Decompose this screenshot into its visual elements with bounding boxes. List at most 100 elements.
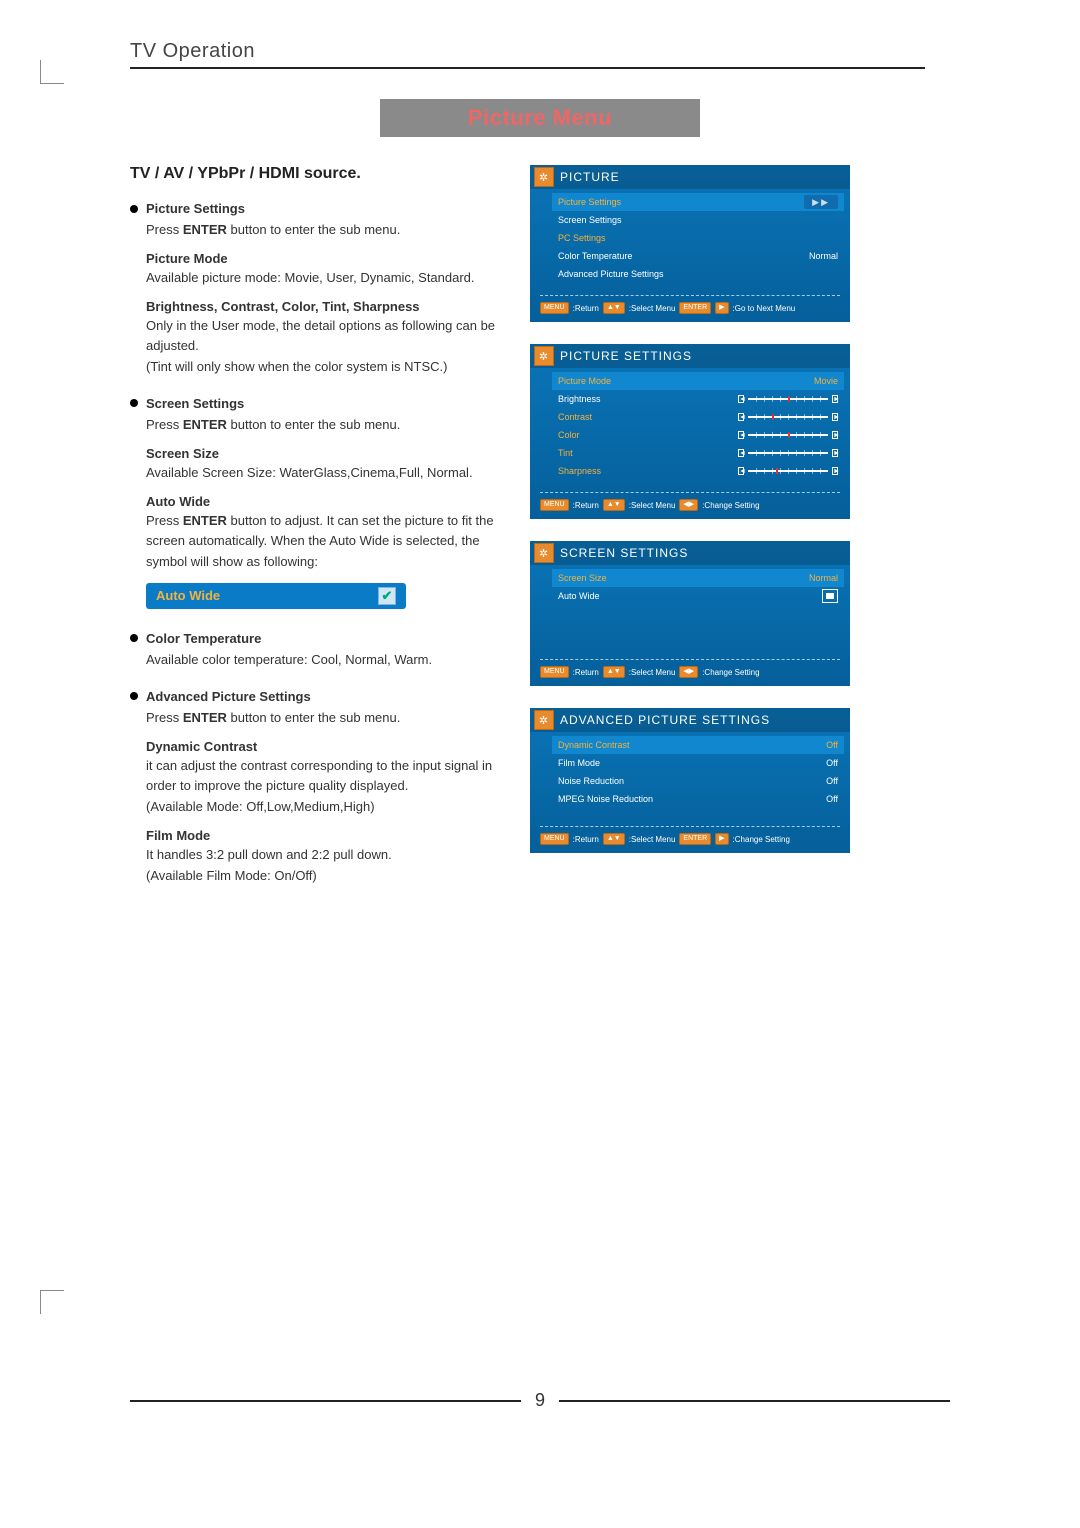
foot-button: MENU [540, 499, 569, 511]
crop-mark-bl [40, 1290, 64, 1314]
fm-t2: (Available Film Mode: On/Off) [146, 866, 510, 887]
bccts-head: Brightness, Contrast, Color, Tint, Sharp… [146, 299, 510, 314]
osd-row[interactable]: Screen Settings [558, 211, 838, 229]
osd-row-label: Film Mode [558, 758, 600, 768]
osd-row-label: PC Settings [558, 233, 606, 243]
foot-label: :Return [573, 501, 599, 510]
osd-row[interactable]: MPEG Noise ReductionOff [558, 790, 838, 808]
osd-row-label: Color [558, 430, 580, 440]
ct-title: Color Temperature [146, 631, 261, 646]
foot-button: ENTER [679, 302, 711, 314]
osd-row-label: Brightness [558, 394, 601, 404]
osd-row[interactable]: Color Temperature Normal [558, 247, 838, 265]
osd-row[interactable]: Film Mode Off [558, 754, 838, 772]
foot-button: ◀▶ [679, 499, 698, 511]
osd-row-label: Sharpness [558, 466, 601, 476]
osd-row[interactable]: Contrast◄► [558, 408, 838, 426]
ps-desc: Press ENTER button to enter the sub menu… [146, 220, 510, 241]
osd-row-value: Off [826, 776, 838, 786]
osd-footer: MENU:Return▲▼:Select Menu◀▶:Change Setti… [530, 497, 850, 515]
osd-row[interactable]: Advanced Picture Settings [558, 265, 838, 283]
page-footer: 9 [130, 1400, 950, 1423]
bullet-icon [130, 634, 138, 642]
foot-button: ▲▼ [603, 499, 625, 511]
osd-row-value: Off [826, 794, 838, 804]
foot-button: ▶ [715, 833, 728, 845]
osd-row[interactable]: PC Settings [558, 229, 838, 247]
foot-label: :Return [573, 304, 599, 313]
aw-head: Auto Wide [146, 494, 510, 509]
osd-picture: ✲PICTUREPicture Settings▶▶Screen Setting… [530, 165, 850, 322]
foot-label: :Go to Next Menu [733, 304, 796, 313]
bullet-icon [130, 399, 138, 407]
foot-label: :Return [573, 668, 599, 677]
osd-title: ADVANCED PICTURE SETTINGS [560, 713, 770, 727]
osd-row-label: Advanced Picture Settings [558, 269, 664, 279]
fm-head: Film Mode [146, 828, 510, 843]
section-title: TV / AV / YPbPr / HDMI source. [130, 165, 510, 183]
osd-icon: ✲ [534, 710, 554, 730]
osd-row-label: Screen Settings [558, 215, 622, 225]
osd-footer: MENU:Return▲▼:Select MenuENTER▶:Change S… [530, 831, 850, 849]
banner-title: Picture Menu [380, 99, 700, 137]
foot-label: :Select Menu [629, 835, 676, 844]
size-head: Screen Size [146, 446, 510, 461]
osd-icon: ✲ [534, 543, 554, 563]
osd-row-value: Off [826, 758, 838, 768]
bullet-icon [130, 692, 138, 700]
osd-footer: MENU:Return▲▼:Select Menu◀▶:Change Setti… [530, 664, 850, 682]
osd-screen-settings: ✲ SCREEN SETTINGS Screen SizeNormalAuto Wi… [530, 541, 850, 686]
page-content: TV Operation Picture Menu TV / AV / YPbP… [130, 40, 950, 903]
left-column: TV / AV / YPbPr / HDMI source. Picture S… [130, 165, 510, 903]
adv-title: Advanced Picture Settings [146, 689, 311, 704]
pm-text: Available picture mode: Movie, User, Dyn… [146, 268, 510, 289]
osd-row[interactable]: Screen SizeNormal [552, 569, 844, 587]
osd-title: SCREEN SETTINGS [560, 546, 688, 560]
osd-picture-settings: ✲PICTURE SETTINGSPicture ModeMovieBright… [530, 344, 850, 519]
osd-row-label: Tint [558, 448, 573, 458]
osd-row[interactable]: Color◄► [558, 426, 838, 444]
adv-desc: Press ENTER button to enter the sub menu… [146, 708, 510, 729]
osd-row-value: Normal [809, 251, 838, 261]
osd-row[interactable]: Sharpness◄► [558, 462, 838, 480]
foot-button: ▲▼ [603, 302, 625, 314]
osd-row-label: Picture Settings [558, 197, 621, 207]
osd-row-label: Color Temperature [558, 251, 632, 261]
osd-row-value: ▶▶ [804, 195, 838, 209]
ps-title: Picture Settings [146, 201, 245, 216]
foot-label: :Change Setting [702, 501, 759, 510]
crop-mark-tl [40, 60, 64, 84]
osd-row[interactable]: Noise ReductionOff [558, 772, 838, 790]
foot-button: ENTER [679, 833, 711, 845]
foot-button: ▶ [715, 302, 728, 314]
osd-title: PICTURE [560, 170, 620, 184]
fm-t1: It handles 3:2 pull down and 2:2 pull do… [146, 845, 510, 866]
foot-button: MENU [540, 666, 569, 678]
osd-row[interactable]: Dynamic ContrastOff [552, 736, 844, 754]
ss-desc: Press ENTER button to enter the sub menu… [146, 415, 510, 436]
aw-pill-label: Auto Wide [156, 588, 220, 603]
osd-row[interactable]: Brightness◄► [558, 390, 838, 408]
osd-row[interactable]: Picture Settings ▶▶ [552, 193, 844, 211]
dc-t1: it can adjust the contrast corresponding… [146, 756, 510, 798]
ss-title: Screen Settings [146, 396, 244, 411]
osd-footer: MENU:Return▲▼:Select MenuENTER▶:Go to Ne… [530, 300, 850, 318]
screen-box-icon [822, 589, 838, 603]
osd-row[interactable]: Auto Wide [558, 587, 838, 605]
bullet-icon [130, 205, 138, 213]
foot-label: :Change Setting [733, 835, 790, 844]
checkmark-icon: ✔ [378, 587, 396, 605]
foot-label: :Return [573, 835, 599, 844]
osd-row-value: Normal [809, 573, 838, 583]
foot-button: ▲▼ [603, 833, 625, 845]
foot-label: :Select Menu [629, 304, 676, 313]
pm-head: Picture Mode [146, 251, 510, 266]
osd-title: PICTURE SETTINGS [560, 349, 692, 363]
foot-label: :Change Setting [702, 668, 759, 677]
right-column: ✲PICTUREPicture Settings▶▶Screen Setting… [530, 165, 860, 903]
size-text: Available Screen Size: WaterGlass,Cinema… [146, 463, 510, 484]
bccts-t1: Only in the User mode, the detail option… [146, 316, 510, 358]
osd-icon: ✲ [534, 346, 554, 366]
osd-row[interactable]: Picture ModeMovie [552, 372, 844, 390]
osd-row[interactable]: Tint◄► [558, 444, 838, 462]
